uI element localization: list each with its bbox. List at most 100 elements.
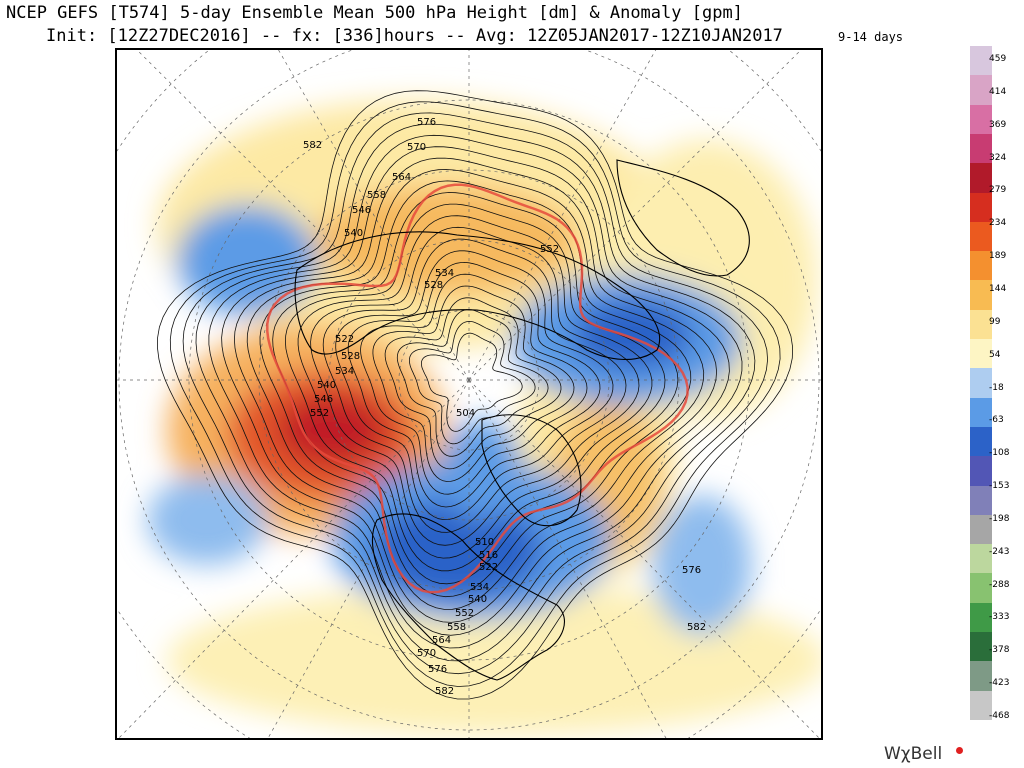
map-canvas: 576 570 564 558 546 540 534 528 522 528 … [117,50,821,738]
contour-label: 582 [435,686,454,697]
colorbar-segment [970,192,992,223]
colorbar-segment [970,573,992,604]
eurasia-coast [294,231,661,361]
colorbar-label: 144 [989,283,1007,294]
contour-label: 534 [470,582,489,593]
colorbar-segment [970,602,992,633]
contour-label: 552 [455,608,474,619]
colorbar-segment [970,104,992,135]
colorbar-segment [970,339,992,369]
trough-pacific-anomaly [147,475,267,565]
contour-label: 546 [314,394,333,405]
forecast-period: 9-14 days [838,30,904,44]
contour-label: 552 [540,244,559,255]
colorbar-label: -423 [989,678,1010,689]
subtropic-ridge-anomaly [167,585,821,735]
contour-label: 570 [417,648,436,659]
colorbar-label: -198 [989,513,1010,524]
colorbar-label: 324 [989,152,1007,163]
height-contour-line [372,285,575,482]
colorbar-label: -153 [989,481,1010,492]
greenland-coast [481,414,582,527]
height-contour-line [420,332,523,432]
map-subtitle: Init: [12Z27DEC2016] -- fx: [336]hours -… [46,26,783,46]
contour-label: 534 [335,366,354,377]
ridge-siberia-anomaly [317,185,577,295]
colorbar-segment [970,690,992,721]
brand-dot-icon [956,747,963,754]
colorbar-segment [970,426,992,457]
colorbar-label: -468 [989,711,1010,721]
contour-label: 540 [468,594,487,605]
colorbar-label: 234 [989,218,1007,229]
colorbar-segment [970,133,992,164]
map-title: NCEP GEFS [T574] 5-day Ensemble Mean 500… [6,3,743,23]
contour-label: 510 [475,537,494,548]
colorbar-label: -333 [989,612,1010,623]
contour-label: 564 [432,635,451,646]
contour-label: 576 [428,664,447,675]
height-contour-line [208,134,743,649]
colorbar-label: 99 [989,316,1001,327]
colorbar-label: 369 [989,119,1007,130]
contour-label: 534 [435,268,454,279]
colorbar-segment [970,163,992,193]
brand-logo: WχBell [884,744,943,764]
height-contour-line [310,226,640,546]
height-contour-line [259,180,692,598]
colorbar-segment [970,485,992,516]
height-contour-line [360,273,588,495]
colorbar-segment [970,661,992,692]
colorbar-label: -378 [989,645,1010,656]
contour-label: 564 [392,172,411,183]
contour-label: 540 [317,380,336,391]
height-contour-line [384,297,562,470]
colorbar-label: 459 [989,54,1007,64]
colorbar-segment [970,221,992,252]
coastlines [294,159,750,681]
colorbar-segment [970,456,992,487]
trough-arctic-anomaly [442,420,522,520]
anomaly-colorbar [970,46,992,721]
contour-label: 546 [352,205,371,216]
contour-label: 558 [367,190,386,201]
height-contour-line [157,90,794,700]
height-contour-line [322,238,627,533]
height-contour-line [284,203,666,572]
contour-label: 528 [341,351,360,362]
height-contour-line [396,309,549,457]
contour-label: 582 [303,140,322,151]
contour-label: 552 [310,408,329,419]
trough-kamchatka-anomaly [177,205,317,315]
contour-label: 576 [682,565,701,576]
colorbar-segment [970,309,992,340]
colorbar-label: -18 [989,382,1004,393]
colorbar-label: 279 [989,185,1007,196]
contour-label: 522 [479,562,498,573]
colorbar-label: -63 [989,415,1004,426]
colorbar-label: 189 [989,251,1007,262]
contour-label: 576 [417,117,436,128]
colorbar-segment [970,368,992,399]
colorbar-label: -243 [989,546,1010,557]
colorbar-segment [970,46,992,76]
colorbar-segment [970,280,992,311]
height-contour-line [221,146,730,636]
ridge-pacific-peak [277,395,387,465]
height-contour-line [347,261,601,508]
colorbar-label: -108 [989,448,1010,459]
height-contour-line [169,101,781,687]
colorbar-label: 54 [989,349,1001,360]
contour-label: 528 [424,280,443,291]
contour-label: 504 [456,408,475,419]
colorbar-label: 414 [989,86,1007,97]
height-contour-line [195,123,756,662]
contour-label: 522 [335,334,354,345]
height-contour-line [246,169,705,610]
colorbar-segment [970,75,992,106]
anomaly-shading [147,100,821,735]
contour-label: 570 [407,142,426,153]
colorbar-label: -288 [989,579,1010,590]
height-contour-line [297,215,653,559]
contour-label: 558 [447,622,466,633]
